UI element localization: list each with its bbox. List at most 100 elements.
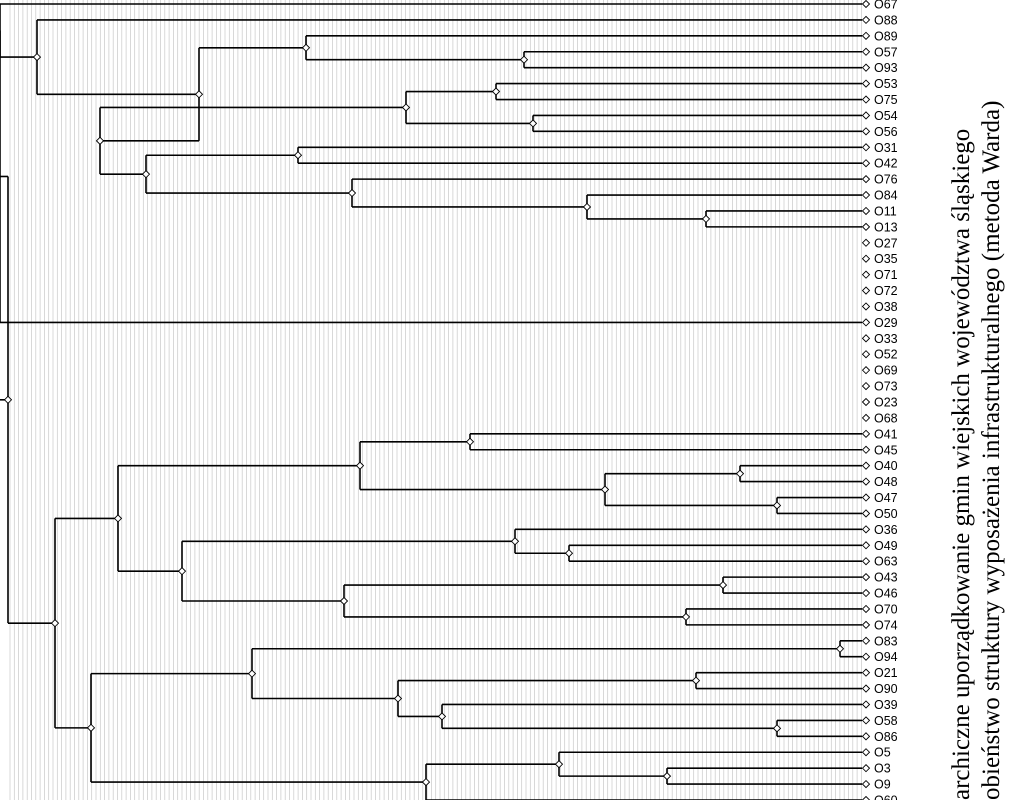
merge-node bbox=[421, 777, 431, 787]
dendrogram-branches bbox=[0, 3, 862, 800]
leaf-label: O73 bbox=[874, 380, 898, 394]
leaf-label: O86 bbox=[874, 730, 898, 744]
leaf-label: O89 bbox=[874, 29, 898, 43]
merge-node bbox=[772, 724, 782, 733]
leaf-marker bbox=[861, 302, 871, 311]
leaf-label: O83 bbox=[874, 634, 898, 648]
leaf-marker bbox=[861, 700, 871, 709]
leaf-marker bbox=[861, 732, 871, 741]
leaf-marker bbox=[861, 174, 871, 184]
dendrogram-nodes bbox=[3, 0, 871, 800]
leaf-label: O52 bbox=[874, 348, 898, 362]
leaf-label: O88 bbox=[874, 13, 898, 27]
chart-caption-line-2: obieństwo struktury wyposażenia infrastr… bbox=[978, 100, 1005, 800]
leaf-label: O21 bbox=[874, 666, 898, 680]
merge-node bbox=[177, 567, 187, 576]
leaf-label: O47 bbox=[874, 491, 898, 505]
leaf-label: O84 bbox=[874, 189, 898, 203]
leaf-marker bbox=[861, 509, 871, 518]
leaf-label: O58 bbox=[874, 714, 898, 728]
leaf-label: O48 bbox=[874, 475, 898, 489]
leaf-marker bbox=[861, 238, 871, 247]
leaf-marker bbox=[861, 63, 871, 72]
leaf-label: O42 bbox=[874, 157, 898, 171]
leaf-marker bbox=[861, 445, 871, 454]
leaf-marker bbox=[861, 477, 871, 486]
leaf-marker bbox=[861, 684, 871, 693]
merge-node bbox=[339, 596, 349, 606]
leaf-marker bbox=[861, 15, 871, 25]
chart-caption-line-1: archiczne uporządkowanie gmin wiejskich … bbox=[948, 128, 975, 800]
merge-node bbox=[510, 537, 520, 546]
leaf-label: O36 bbox=[874, 523, 898, 537]
leaf-marker bbox=[861, 79, 871, 88]
merge-node bbox=[247, 669, 257, 678]
leaf-labels: O67O88O89O57O93O53O75O54O56O31O42O76O84O… bbox=[874, 0, 898, 800]
leaf-label: O71 bbox=[874, 268, 898, 282]
leaf-marker bbox=[861, 254, 871, 263]
leaf-marker bbox=[861, 572, 871, 582]
leaf-label: O68 bbox=[874, 411, 898, 425]
leaf-marker bbox=[861, 31, 871, 40]
merge-node bbox=[600, 485, 610, 494]
leaf-marker bbox=[861, 716, 871, 725]
leaf-marker bbox=[861, 764, 871, 773]
merge-node bbox=[301, 43, 311, 52]
leaf-label: O56 bbox=[874, 125, 898, 139]
leaf-marker bbox=[861, 748, 871, 757]
leaf-marker bbox=[861, 47, 871, 56]
leaf-label: O13 bbox=[874, 220, 898, 234]
leaf-marker bbox=[861, 413, 871, 423]
leaf-marker bbox=[861, 429, 871, 438]
merge-node bbox=[772, 501, 782, 510]
leaf-label: O60 bbox=[874, 794, 898, 800]
leaf-marker bbox=[861, 779, 871, 789]
leaf-label: O9 bbox=[874, 778, 891, 792]
merge-node bbox=[3, 395, 13, 404]
merge-node bbox=[194, 90, 204, 99]
leaf-label: O35 bbox=[874, 252, 898, 266]
merge-node bbox=[835, 644, 845, 653]
merge-node bbox=[86, 723, 96, 732]
leaf-label: O53 bbox=[874, 77, 898, 91]
merge-node bbox=[519, 55, 529, 64]
merge-node bbox=[113, 514, 123, 523]
leaf-label: O5 bbox=[874, 746, 891, 760]
leaf-label: O33 bbox=[874, 332, 898, 346]
leaf-marker bbox=[861, 588, 871, 598]
leaf-marker bbox=[861, 557, 871, 566]
merge-node bbox=[437, 712, 447, 721]
leaf-label: O50 bbox=[874, 507, 898, 521]
leaf-marker bbox=[861, 222, 871, 232]
merge-node bbox=[582, 202, 592, 212]
merge-node bbox=[32, 52, 42, 62]
grid-lines bbox=[9, 0, 862, 800]
leaf-label: O94 bbox=[874, 650, 898, 664]
leaf-label: O3 bbox=[874, 762, 891, 776]
leaf-label: O67 bbox=[874, 0, 898, 12]
merge-node bbox=[50, 619, 60, 628]
leaf-marker bbox=[861, 334, 871, 343]
merge-node bbox=[393, 694, 403, 703]
merge-node bbox=[491, 87, 501, 96]
leaf-marker bbox=[861, 652, 871, 661]
leaf-marker bbox=[861, 206, 871, 216]
merge-node bbox=[554, 760, 564, 769]
leaf-marker bbox=[861, 525, 871, 534]
leaf-marker bbox=[861, 127, 871, 136]
leaf-marker bbox=[861, 0, 871, 9]
leaf-marker bbox=[861, 636, 871, 645]
leaf-label: O27 bbox=[874, 236, 898, 250]
leaf-label: O90 bbox=[874, 682, 898, 696]
leaf-label: O41 bbox=[874, 427, 898, 441]
leaf-marker bbox=[861, 493, 871, 502]
leaf-marker bbox=[861, 270, 871, 279]
leaf-label: O46 bbox=[874, 587, 898, 601]
merge-node bbox=[691, 676, 701, 685]
leaf-marker bbox=[861, 397, 871, 407]
leaf-marker bbox=[861, 286, 871, 295]
leaf-marker bbox=[861, 668, 871, 677]
leaf-marker bbox=[861, 541, 871, 550]
merge-node bbox=[95, 136, 105, 145]
